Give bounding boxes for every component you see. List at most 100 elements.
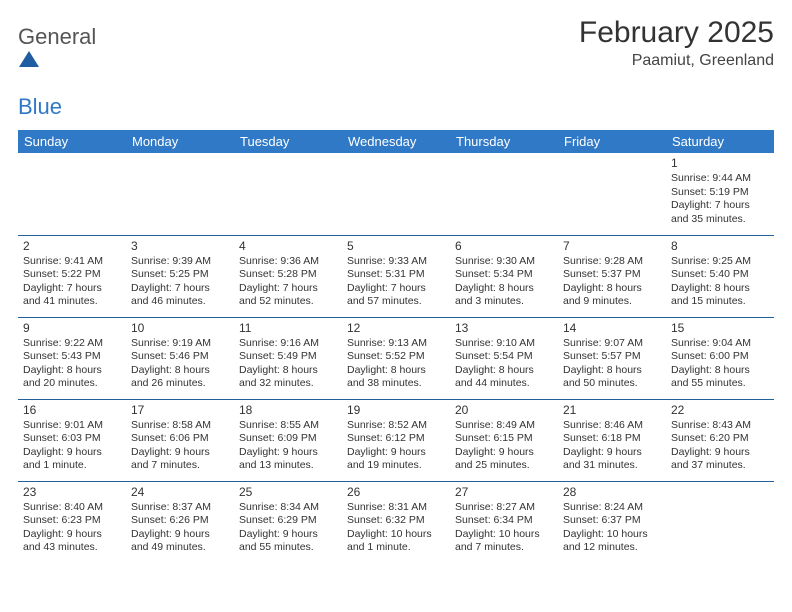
day-number: 11 [239,321,337,336]
calendar-day-cell: 24Sunrise: 8:37 AMSunset: 6:26 PMDayligh… [126,481,234,563]
title-block: February 2025 Paamiut, Greenland [579,16,774,70]
day-number: 1 [671,156,769,171]
sunset-line: Sunset: 6:18 PM [563,432,661,445]
sunset-line: Sunset: 5:31 PM [347,268,445,281]
calendar-week-row: 16Sunrise: 9:01 AMSunset: 6:03 PMDayligh… [18,399,774,481]
sunset-line: Sunset: 5:43 PM [23,350,121,363]
calendar-day-cell: 14Sunrise: 9:07 AMSunset: 5:57 PMDayligh… [558,317,666,399]
month-title: February 2025 [579,16,774,50]
day-number: 25 [239,485,337,500]
day-number: 12 [347,321,445,336]
day-number: 6 [455,239,553,254]
sunset-line: Sunset: 5:52 PM [347,350,445,363]
daylight-line: Daylight: 9 hours and 37 minutes. [671,446,769,473]
daylight-line: Daylight: 9 hours and 1 minute. [23,446,121,473]
daylight-line: Daylight: 8 hours and 15 minutes. [671,282,769,309]
calendar-body: 1Sunrise: 9:44 AMSunset: 5:19 PMDaylight… [18,153,774,563]
sunrise-line: Sunrise: 9:33 AM [347,255,445,268]
daylight-line: Daylight: 8 hours and 20 minutes. [23,364,121,391]
daylight-line: Daylight: 9 hours and 31 minutes. [563,446,661,473]
day-number: 5 [347,239,445,254]
calendar-day-cell: 12Sunrise: 9:13 AMSunset: 5:52 PMDayligh… [342,317,450,399]
calendar-day-cell: 3Sunrise: 9:39 AMSunset: 5:25 PMDaylight… [126,235,234,317]
sunrise-line: Sunrise: 9:28 AM [563,255,661,268]
calendar-week-row: 23Sunrise: 8:40 AMSunset: 6:23 PMDayligh… [18,481,774,563]
brand-text: General Blue [18,24,96,120]
sunset-line: Sunset: 6:20 PM [671,432,769,445]
weekday-header: Monday [126,130,234,153]
sunrise-line: Sunrise: 8:27 AM [455,501,553,514]
calendar-empty-cell [558,153,666,235]
calendar-day-cell: 17Sunrise: 8:58 AMSunset: 6:06 PMDayligh… [126,399,234,481]
sunset-line: Sunset: 6:23 PM [23,514,121,527]
sunrise-line: Sunrise: 9:41 AM [23,255,121,268]
sunrise-line: Sunrise: 9:16 AM [239,337,337,350]
daylight-line: Daylight: 10 hours and 7 minutes. [455,528,553,555]
day-number: 24 [131,485,229,500]
calendar-day-cell: 26Sunrise: 8:31 AMSunset: 6:32 PMDayligh… [342,481,450,563]
daylight-line: Daylight: 9 hours and 25 minutes. [455,446,553,473]
calendar-week-row: 9Sunrise: 9:22 AMSunset: 5:43 PMDaylight… [18,317,774,399]
sunset-line: Sunset: 5:54 PM [455,350,553,363]
sunrise-line: Sunrise: 9:25 AM [671,255,769,268]
calendar-day-cell: 13Sunrise: 9:10 AMSunset: 5:54 PMDayligh… [450,317,558,399]
brand-word-1: General [18,24,96,49]
day-number: 8 [671,239,769,254]
calendar-day-cell: 20Sunrise: 8:49 AMSunset: 6:15 PMDayligh… [450,399,558,481]
sunset-line: Sunset: 6:34 PM [455,514,553,527]
sunrise-line: Sunrise: 9:01 AM [23,419,121,432]
sunset-line: Sunset: 5:49 PM [239,350,337,363]
day-number: 21 [563,403,661,418]
daylight-line: Daylight: 9 hours and 43 minutes. [23,528,121,555]
daylight-line: Daylight: 8 hours and 3 minutes. [455,282,553,309]
sunset-line: Sunset: 5:57 PM [563,350,661,363]
brand-word-2: Blue [18,94,62,119]
sunset-line: Sunset: 5:37 PM [563,268,661,281]
calendar-day-cell: 25Sunrise: 8:34 AMSunset: 6:29 PMDayligh… [234,481,342,563]
page-header: General Blue February 2025 Paamiut, Green… [18,16,774,120]
sunset-line: Sunset: 6:15 PM [455,432,553,445]
calendar-empty-cell [450,153,558,235]
day-number: 7 [563,239,661,254]
sunset-line: Sunset: 6:09 PM [239,432,337,445]
sunrise-line: Sunrise: 8:55 AM [239,419,337,432]
calendar-empty-cell [342,153,450,235]
sunrise-line: Sunrise: 9:10 AM [455,337,553,350]
calendar-day-cell: 19Sunrise: 8:52 AMSunset: 6:12 PMDayligh… [342,399,450,481]
calendar-page: General Blue February 2025 Paamiut, Green… [0,0,792,612]
day-number: 2 [23,239,121,254]
sunrise-line: Sunrise: 9:36 AM [239,255,337,268]
sunrise-line: Sunrise: 8:46 AM [563,419,661,432]
sunset-line: Sunset: 6:00 PM [671,350,769,363]
day-number: 19 [347,403,445,418]
calendar-table: SundayMondayTuesdayWednesdayThursdayFrid… [18,130,774,563]
weekday-header: Friday [558,130,666,153]
day-number: 28 [563,485,661,500]
sunrise-line: Sunrise: 8:52 AM [347,419,445,432]
sunset-line: Sunset: 5:46 PM [131,350,229,363]
sunset-line: Sunset: 6:37 PM [563,514,661,527]
sunrise-line: Sunrise: 9:19 AM [131,337,229,350]
day-number: 9 [23,321,121,336]
daylight-line: Daylight: 7 hours and 46 minutes. [131,282,229,309]
day-number: 10 [131,321,229,336]
sunrise-line: Sunrise: 8:58 AM [131,419,229,432]
weekday-header: Thursday [450,130,558,153]
sunrise-line: Sunrise: 9:07 AM [563,337,661,350]
sunset-line: Sunset: 6:12 PM [347,432,445,445]
sunrise-line: Sunrise: 9:44 AM [671,172,769,185]
calendar-header-row: SundayMondayTuesdayWednesdayThursdayFrid… [18,130,774,153]
daylight-line: Daylight: 8 hours and 32 minutes. [239,364,337,391]
sunset-line: Sunset: 5:22 PM [23,268,121,281]
calendar-day-cell: 11Sunrise: 9:16 AMSunset: 5:49 PMDayligh… [234,317,342,399]
sunset-line: Sunset: 5:34 PM [455,268,553,281]
calendar-day-cell: 28Sunrise: 8:24 AMSunset: 6:37 PMDayligh… [558,481,666,563]
sunset-line: Sunset: 6:06 PM [131,432,229,445]
day-number: 20 [455,403,553,418]
sunrise-line: Sunrise: 8:43 AM [671,419,769,432]
day-number: 22 [671,403,769,418]
daylight-line: Daylight: 7 hours and 35 minutes. [671,199,769,226]
day-number: 17 [131,403,229,418]
sunrise-line: Sunrise: 8:40 AM [23,501,121,514]
calendar-day-cell: 7Sunrise: 9:28 AMSunset: 5:37 PMDaylight… [558,235,666,317]
